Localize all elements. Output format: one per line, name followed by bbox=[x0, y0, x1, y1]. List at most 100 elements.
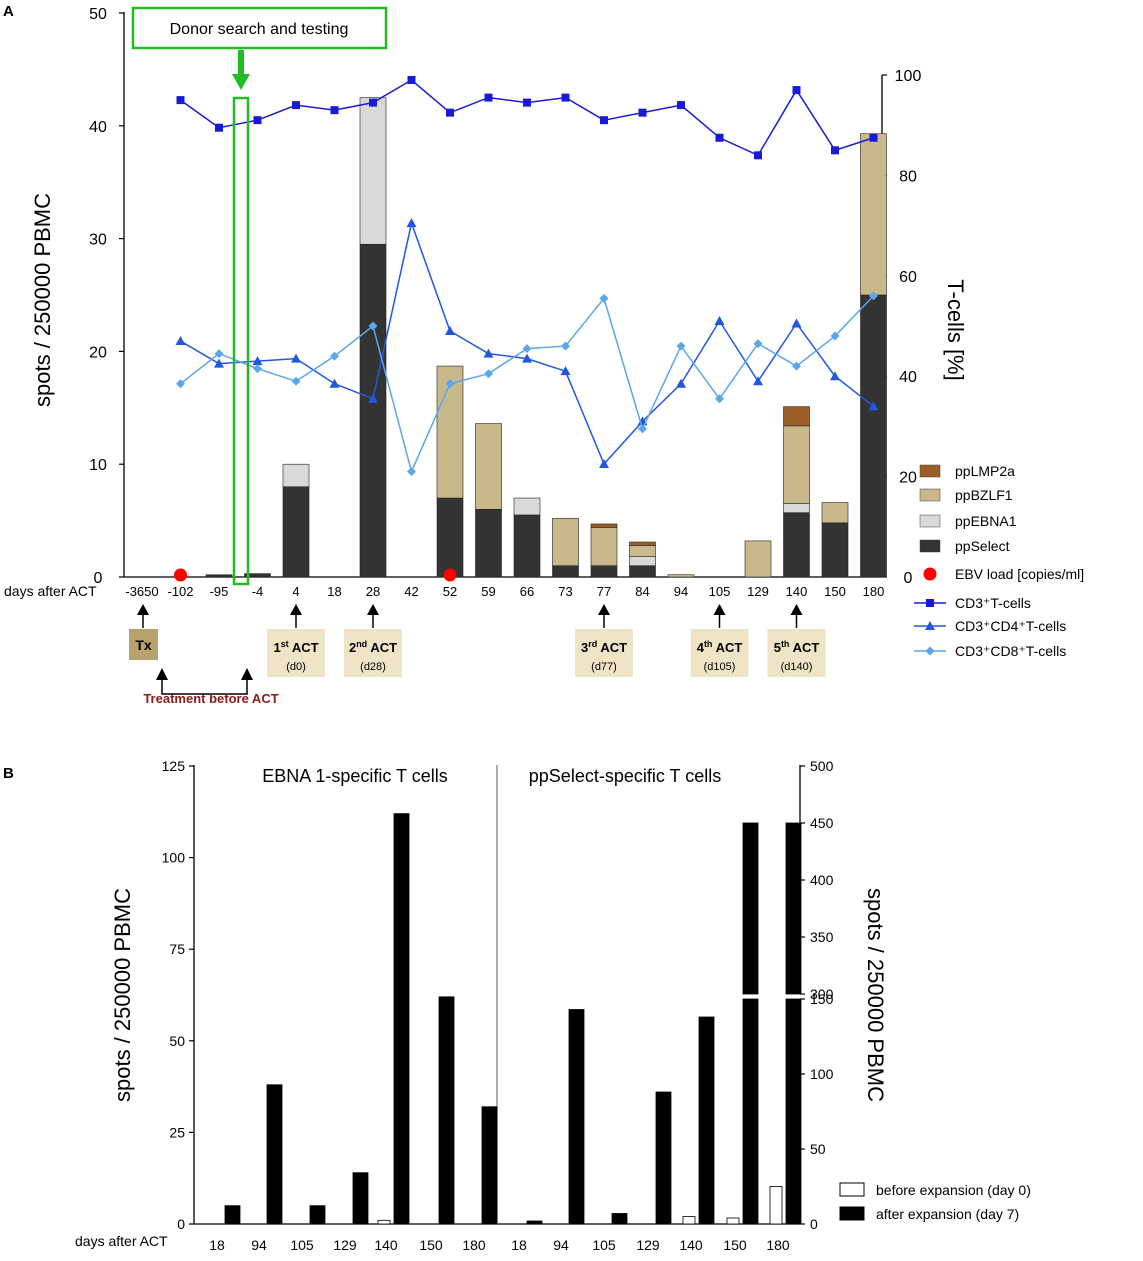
legend-label: CD3⁺CD4⁺T-cells bbox=[955, 618, 1066, 634]
tx-label: Tx bbox=[135, 637, 152, 653]
point-triangle bbox=[406, 218, 417, 228]
panel-b-left-title: EBNA 1-specific T cells bbox=[262, 766, 447, 786]
act-arrow-head bbox=[367, 604, 379, 615]
bar-ppbzlf1 bbox=[667, 574, 695, 578]
x-tick-label: -4 bbox=[252, 584, 264, 599]
x-tick-label: -95 bbox=[210, 584, 229, 599]
act-box-label: 2nd ACT bbox=[349, 639, 397, 655]
bar-after-upper bbox=[785, 822, 802, 995]
x-tick-label: 94 bbox=[674, 584, 688, 599]
point-square bbox=[484, 93, 493, 102]
point-diamond bbox=[599, 293, 609, 303]
y-tick-label: 30 bbox=[89, 232, 107, 249]
point-triangle bbox=[214, 358, 224, 368]
point-square bbox=[253, 116, 262, 125]
point-square bbox=[715, 133, 724, 142]
x-tick-label: 94 bbox=[251, 1237, 267, 1253]
bar-after bbox=[309, 1205, 326, 1225]
act-box-label: 5th ACT bbox=[774, 639, 820, 655]
point-triangle bbox=[368, 393, 378, 403]
act-box bbox=[767, 629, 826, 677]
bar-ppbzlf1 bbox=[590, 527, 618, 567]
act-arrow-head bbox=[713, 604, 726, 615]
y2-tick-label: 0 bbox=[810, 1216, 818, 1232]
legend-label: ppSelect bbox=[955, 538, 1010, 554]
bar-ppebna1 bbox=[629, 556, 656, 567]
point-triangle bbox=[252, 356, 263, 366]
bar-ppebna1 bbox=[783, 503, 810, 514]
bar-before bbox=[377, 1219, 391, 1225]
bar-after bbox=[611, 1213, 628, 1225]
act-box bbox=[690, 629, 749, 677]
point-square bbox=[446, 108, 454, 117]
legend-label: ppLMP2a bbox=[955, 463, 1015, 479]
point-square bbox=[369, 98, 377, 107]
x-tick-label: 18 bbox=[511, 1237, 527, 1253]
x-tick-label: 129 bbox=[333, 1237, 357, 1253]
ebv-marker bbox=[174, 568, 187, 582]
point-square bbox=[292, 101, 300, 110]
x-tick-label: 129 bbox=[747, 584, 769, 599]
x-tick-label: -102 bbox=[167, 584, 193, 599]
point-diamond bbox=[869, 291, 878, 301]
donor-period-highlight bbox=[232, 96, 250, 586]
point-triangle bbox=[175, 336, 186, 346]
x-tick-label: 105 bbox=[290, 1237, 314, 1253]
panel-a-label: A bbox=[3, 3, 14, 20]
point-square bbox=[561, 93, 570, 102]
bar-ppselect bbox=[513, 514, 541, 578]
point-triangle bbox=[868, 401, 879, 411]
x-tick-label: 77 bbox=[597, 584, 611, 599]
bar-after bbox=[481, 1106, 498, 1225]
y2-tick-label: 350 bbox=[810, 929, 834, 945]
bar-ppebna1 bbox=[282, 463, 310, 488]
y-tick-label: 10 bbox=[89, 457, 107, 474]
act-arrow-head bbox=[598, 604, 610, 615]
y-tick-label: 25 bbox=[169, 1124, 185, 1140]
point-triangle bbox=[676, 378, 686, 388]
bar-ppselect bbox=[475, 509, 502, 578]
y-tick-label: 50 bbox=[169, 1033, 185, 1049]
bar-ppbzlf1 bbox=[744, 540, 772, 578]
y2-tick-label: 20 bbox=[899, 470, 917, 487]
bar-ppselect bbox=[629, 565, 656, 578]
bar-ppselect bbox=[359, 243, 387, 578]
legend-label: CD3⁺CD8⁺T-cells bbox=[955, 643, 1066, 659]
y2-tick-label: 0 bbox=[904, 570, 913, 587]
x-tick-label: 105 bbox=[592, 1237, 616, 1253]
bar-after-upper bbox=[742, 822, 759, 995]
legend-swatch bbox=[839, 1182, 865, 1197]
panel-a-ebv-markers bbox=[174, 568, 457, 582]
bar-ppselect bbox=[552, 565, 579, 578]
series-line bbox=[180, 79, 874, 157]
y-tick-label: 100 bbox=[162, 850, 186, 866]
panel-b-right-axis-title: spots / 250000 PBMC bbox=[863, 888, 888, 1102]
point-diamond bbox=[484, 369, 493, 379]
treatment-label: Treatment before ACT bbox=[143, 691, 278, 706]
legend-swatch bbox=[919, 464, 941, 478]
legend-swatch bbox=[919, 488, 941, 502]
legend-triangle bbox=[925, 621, 935, 630]
bar-pplmp2a bbox=[629, 541, 656, 546]
y-tick-label: 40 bbox=[89, 119, 107, 136]
legend-swatch bbox=[839, 1206, 865, 1221]
legend-label: ppEBNA1 bbox=[955, 513, 1017, 529]
point-diamond bbox=[715, 394, 724, 404]
series-line bbox=[180, 220, 874, 466]
point-diamond bbox=[522, 344, 532, 354]
x-tick-label: 180 bbox=[462, 1237, 486, 1253]
legend-square bbox=[926, 599, 934, 607]
panel-b-left-ticks: 0 25 50 75 100 125 bbox=[162, 758, 194, 1232]
point-diamond bbox=[753, 339, 763, 349]
act-box bbox=[344, 629, 402, 677]
panel-b-left-axis-title: spots / 250000 PBMC bbox=[110, 888, 135, 1102]
act-arrow-head bbox=[790, 604, 803, 615]
y2-tick-label: 300 bbox=[810, 986, 834, 1002]
y-tick-label: 20 bbox=[89, 344, 107, 361]
x-tick-label: 150 bbox=[419, 1237, 443, 1253]
donor-arrow-head bbox=[232, 74, 250, 90]
act-boxes: 1st ACT (d0) 2nd ACT (d28) 3rd ACT (d77) 4th A… bbox=[267, 629, 826, 677]
act-arrow-head bbox=[137, 604, 149, 615]
point-diamond bbox=[214, 349, 224, 359]
y2-tick-label: 500 bbox=[810, 758, 834, 774]
